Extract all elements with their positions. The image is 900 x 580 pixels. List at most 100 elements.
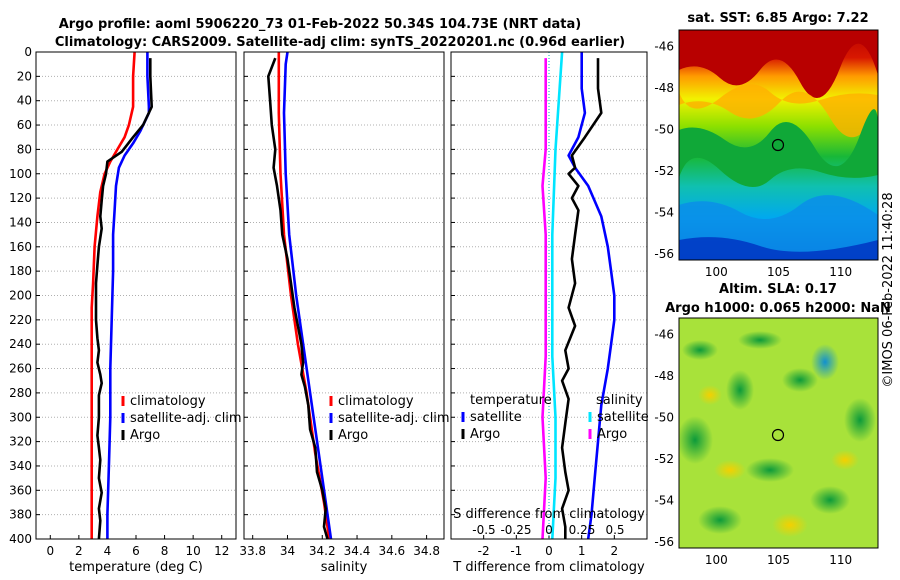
temperature-xtick-label: 12 — [214, 544, 229, 558]
s-difference-tick: -0.25 — [500, 523, 531, 537]
legend-label: Argo — [338, 428, 368, 443]
ytick-label: 180 — [9, 264, 32, 278]
difference-xlabel: T difference from climatology — [452, 560, 645, 575]
temperature-xlabel: temperature (deg C) — [69, 560, 203, 575]
sst-map-ytick-label: -52 — [654, 164, 674, 178]
sla-map: Altim. SLA: 0.17 Argo h1000: 0.065 h2000… — [665, 282, 891, 549]
ytick-label: 240 — [9, 337, 32, 351]
difference-panel: -2 -1 0 1 2 T difference from climatology temp… — [450, 51, 649, 575]
sst-map-xtick-label: 100 — [705, 265, 728, 279]
salinity-xtick-label: 34 — [280, 544, 295, 558]
sla-map-ytick-label: -52 — [654, 452, 674, 466]
sla-map-field — [679, 318, 878, 548]
salinity-xlabel: salinity — [321, 560, 368, 575]
sst-map-ytick-label: -48 — [654, 81, 674, 95]
salinity-series-argo — [267, 57, 329, 540]
temperature-xtick-label: 2 — [75, 544, 83, 558]
difference-xtick-label: -2 — [478, 544, 490, 558]
ytick-label: 120 — [9, 191, 32, 205]
sla-map-xtick-label: 105 — [767, 553, 790, 567]
sla-map-title-line1: Altim. SLA: 0.17 — [719, 282, 837, 297]
sst-map-ytick-label: -50 — [654, 122, 674, 136]
s-difference-tick: 0 — [545, 523, 553, 537]
s-difference-tick: 0.25 — [569, 523, 596, 537]
temperature-xtick-label: 8 — [161, 544, 169, 558]
ytick-label: 280 — [9, 386, 32, 400]
legend-salinity-title: salinity — [596, 393, 643, 408]
ytick-label: 200 — [9, 289, 32, 303]
ytick-label: 40 — [17, 94, 32, 108]
temperature-frame — [35, 51, 237, 540]
sst-map-title: sat. SST: 6.85 Argo: 7.22 — [687, 11, 868, 26]
difference-series-s-argo — [541, 58, 547, 540]
ytick-label: 340 — [9, 459, 32, 473]
ytick-label: 0 — [24, 45, 32, 59]
difference-series-s-satellite — [551, 51, 564, 540]
sst-map: sat. SST: 6.85 Argo: 7.22 — [678, 11, 879, 261]
temperature-xtick-label: 10 — [186, 544, 201, 558]
difference-series-t-satellite — [567, 52, 616, 540]
difference-xtick-label: 2 — [611, 544, 619, 558]
salinity-frame — [243, 51, 445, 540]
difference-xtick-label: 1 — [578, 544, 586, 558]
salinity-panel: 33.8 34 34.2 34.4 34.6 34.8 salinity climatolog… — [239, 51, 450, 575]
legend-label: climatology — [338, 394, 414, 409]
salinity-xtick-label: 34.2 — [309, 544, 336, 558]
s-difference-tick: -0.5 — [472, 523, 495, 537]
s-difference-tick: 0.5 — [605, 523, 624, 537]
ytick-label: 300 — [9, 410, 32, 424]
ytick-label: 20 — [17, 69, 32, 83]
sla-map-ytick-label: -46 — [654, 328, 674, 342]
ytick-label: 380 — [9, 508, 32, 522]
ytick-label: 220 — [9, 313, 32, 327]
temperature-series-argo — [94, 58, 153, 540]
legend-label: Argo — [470, 427, 500, 442]
temperature-xtick-label: 0 — [46, 544, 54, 558]
legend-label: satellite — [470, 410, 522, 425]
legend-temperature-title: temperature — [470, 393, 552, 408]
sst-map-field — [679, 30, 878, 260]
salinity-xtick-label: 34.8 — [413, 544, 440, 558]
figure-title-line1: Argo profile: aoml 5906220_73 01-Feb-202… — [59, 17, 581, 32]
salinity-xtick-label: 34.4 — [344, 544, 371, 558]
s-difference-label: S difference from climatology — [453, 507, 645, 522]
salinity-series-satellite-adj-clim — [282, 51, 333, 540]
temperature-series-climatology — [90, 51, 136, 539]
sst-map-xtick-label: 110 — [829, 265, 852, 279]
sst-map-ytick-label: -54 — [654, 205, 674, 219]
temperature-panel: 0204060801001201401601802002202402602803… — [9, 45, 242, 575]
sla-map-ytick-label: -48 — [654, 369, 674, 383]
ytick-label: 160 — [9, 240, 32, 254]
ytick-label: 80 — [17, 142, 32, 156]
legend-label: satellite-adj. clim — [130, 411, 242, 426]
ytick-label: 140 — [9, 215, 32, 229]
imos-watermark: ©IMOS 06-Feb-2022 11:40:28 — [881, 192, 896, 387]
legend-label: climatology — [130, 394, 206, 409]
figure-title-line2: Climatology: CARS2009. Satellite-adj cli… — [55, 35, 625, 50]
sla-argo-marker — [771, 428, 785, 442]
ytick-label: 60 — [17, 118, 32, 132]
sla-map-ytick-label: -56 — [654, 535, 674, 549]
legend-label: Argo — [597, 427, 627, 442]
sst-map-ytick-label: -46 — [654, 40, 674, 54]
sst-map-ytick-label: -56 — [654, 247, 674, 261]
temperature-xtick-label: 6 — [132, 544, 140, 558]
salinity-xtick-label: 33.8 — [239, 544, 266, 558]
sla-map-ytick-label: -54 — [654, 493, 674, 507]
difference-xtick-label: -1 — [510, 544, 522, 558]
ytick-label: 320 — [9, 435, 32, 449]
sla-map-title-line2: Argo h1000: 0.065 h2000: NaN — [665, 301, 891, 316]
sst-map-frame — [678, 29, 879, 261]
ytick-label: 260 — [9, 362, 32, 376]
sla-map-xtick-label: 100 — [705, 553, 728, 567]
ytick-label: 360 — [9, 483, 32, 497]
ytick-label: 400 — [9, 532, 32, 546]
sla-map-ytick-label: -50 — [654, 410, 674, 424]
legend-label: Argo — [130, 428, 160, 443]
difference-frame — [450, 51, 648, 540]
legend-label: satellite-adj. clim — [338, 411, 450, 426]
sla-map-xtick-label: 110 — [829, 553, 852, 567]
sst-argo-marker — [771, 138, 785, 152]
difference-xtick-label: 0 — [545, 544, 553, 558]
